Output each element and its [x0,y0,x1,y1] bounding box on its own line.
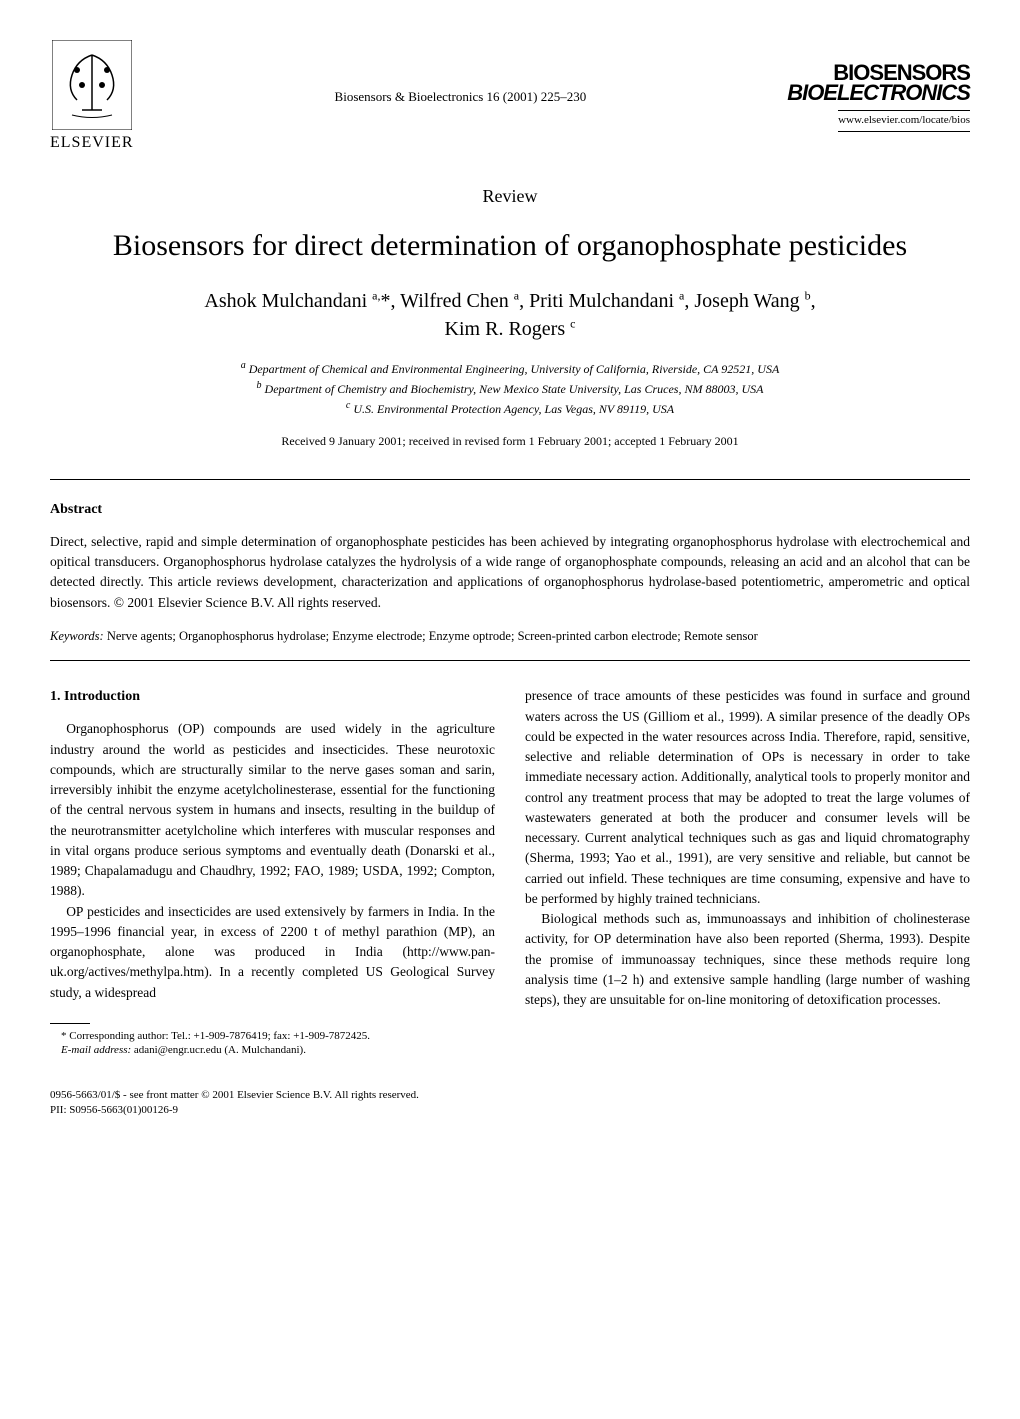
abstract-heading: Abstract [50,500,970,520]
affiliation-a: a Department of Chemical and Environment… [50,358,970,378]
email-value: adani@engr.ucr.edu (A. Mulchandani). [134,1044,306,1056]
body-columns: 1. Introduction Organophosphorus (OP) co… [50,686,970,1057]
paragraph: Biological methods such as, immunoassays… [525,909,970,1010]
elsevier-tree-icon [52,40,132,130]
keywords-text: Nerve agents; Organophosphorus hydrolase… [107,629,758,643]
keywords: Keywords: Nerve agents; Organophosphorus… [50,628,970,646]
affiliation-b: b Department of Chemistry and Biochemist… [50,378,970,398]
journal-reference: Biosensors & Bioelectronics 16 (2001) 22… [335,88,587,106]
keywords-label: Keywords: [50,629,104,643]
author-list: Ashok Mulchandani a,*, Wilfred Chen a, P… [50,287,970,343]
affiliation-c: c U.S. Environmental Protection Agency, … [50,398,970,418]
footnote-separator [50,1023,90,1024]
journal-logo: BIOSENSORS BIOELECTRONICS www.elsevier.c… [787,63,970,132]
divider [50,479,970,480]
email-footnote: E-mail address: adani@engr.ucr.edu (A. M… [50,1043,495,1057]
publisher-logo: ELSEVIER [50,40,134,154]
article-type: Review [50,184,970,209]
section-heading: 1. Introduction [50,686,495,707]
right-column: presence of trace amounts of these pesti… [525,686,970,1057]
page-footer: 0956-5663/01/$ - see front matter © 2001… [50,1088,970,1119]
pii-line: PII: S0956-5663(01)00126-9 [50,1103,970,1118]
affiliations: a Department of Chemical and Environment… [50,358,970,418]
paragraph: presence of trace amounts of these pesti… [525,686,970,909]
journal-url: www.elsevier.com/locate/bios [838,110,970,131]
article-title: Biosensors for direct determination of o… [50,225,970,267]
journal-title-graphic: BIOSENSORS BIOELECTRONICS [787,63,970,103]
divider [50,660,970,661]
email-label: E-mail address: [61,1044,131,1056]
copyright-line: 0956-5663/01/$ - see front matter © 2001… [50,1088,970,1103]
corresponding-author-footnote: * Corresponding author: Tel.: +1-909-787… [50,1029,495,1043]
article-dates: Received 9 January 2001; received in rev… [50,433,970,450]
paragraph: OP pesticides and insecticides are used … [50,902,495,1003]
left-column: 1. Introduction Organophosphorus (OP) co… [50,686,495,1057]
paragraph: Organophosphorus (OP) compounds are used… [50,719,495,901]
abstract-text: Direct, selective, rapid and simple dete… [50,532,970,613]
journal-logo-line2: BIOELECTRONICS [787,83,970,103]
publisher-name: ELSEVIER [50,132,134,154]
page-header: ELSEVIER Biosensors & Bioelectronics 16 … [50,40,970,154]
